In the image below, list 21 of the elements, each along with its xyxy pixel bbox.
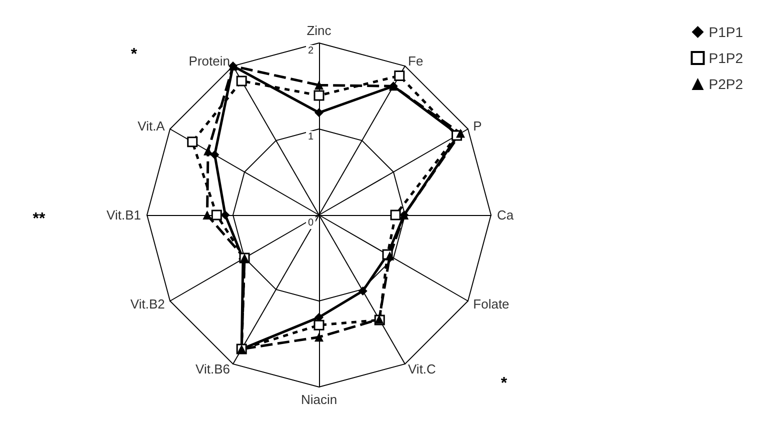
legend-label: P2P2 — [708, 76, 744, 92]
legend-label: P1P1 — [708, 24, 744, 40]
spoke-label: P — [473, 118, 482, 134]
spoke-label: Fe — [408, 53, 424, 68]
text: * — [500, 375, 508, 392]
spoke-label: Vit.C — [408, 362, 436, 377]
spoke-label: Zinc — [306, 23, 332, 38]
spoke-label: Ca — [497, 208, 514, 222]
y-tick-label: 2 — [308, 46, 314, 56]
spoke-label: Protein — [188, 53, 230, 68]
y-tick-label: 0 — [308, 218, 314, 228]
spoke-label: Vit.A — [138, 118, 166, 134]
text: * — [130, 46, 138, 63]
spoke-label: Niacin — [300, 392, 338, 407]
legend-label: P1P2 — [708, 50, 744, 66]
spoke-label: Vit.B2 — [130, 296, 165, 312]
spoke-label: Folate — [473, 296, 510, 312]
spoke-label: Vit.B1 — [106, 208, 141, 222]
y-tick-label: 1 — [308, 132, 314, 142]
spoke-label: Vit.B6 — [196, 362, 230, 377]
text: ** — [32, 210, 46, 228]
